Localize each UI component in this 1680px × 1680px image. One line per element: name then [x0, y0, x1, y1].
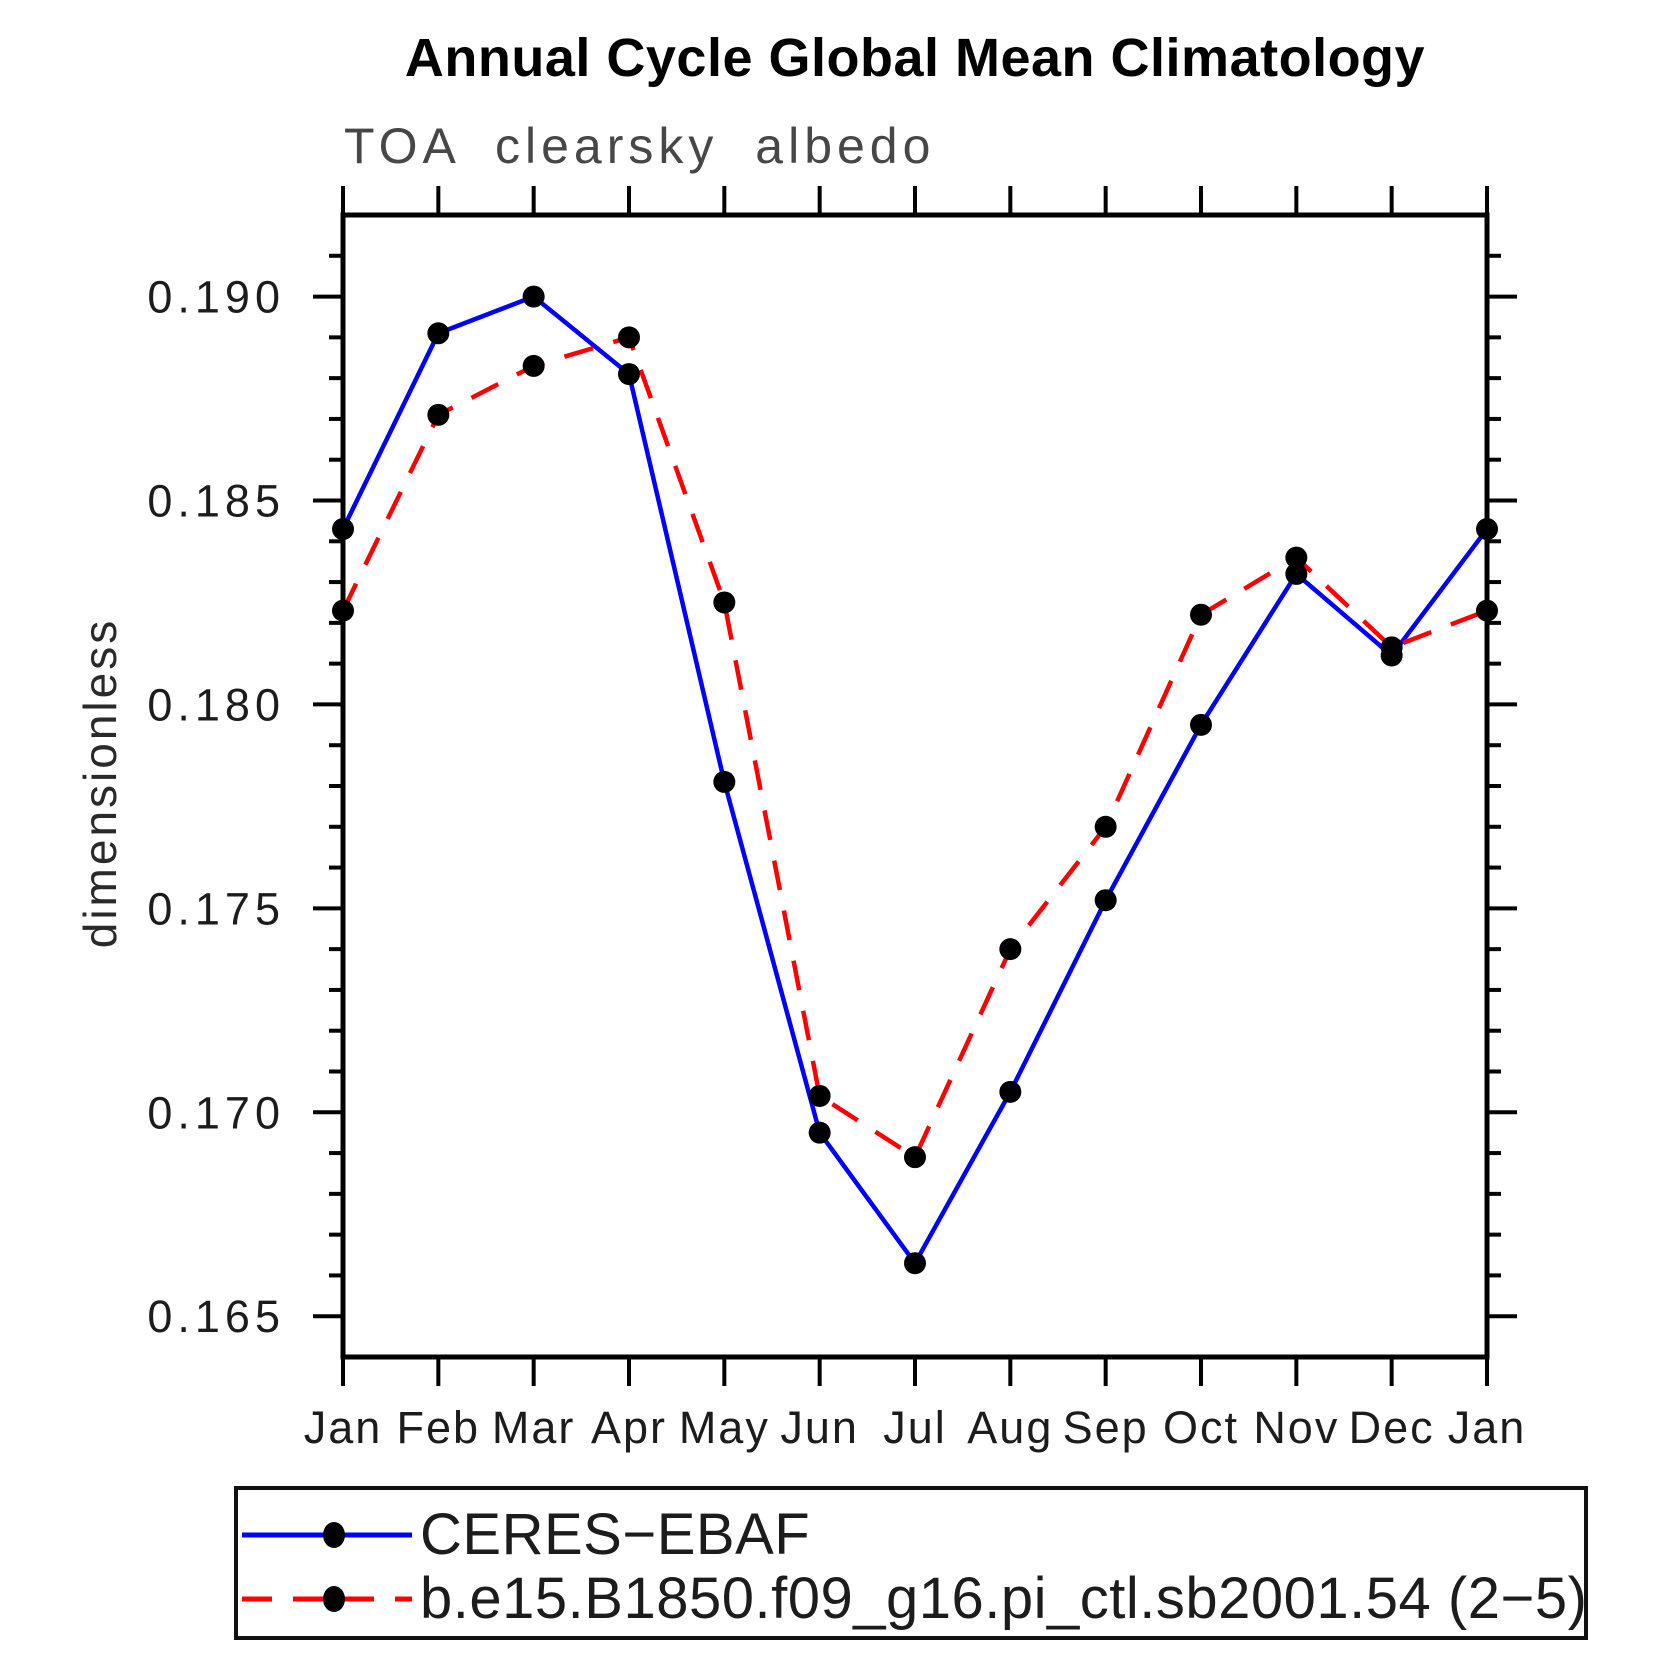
x-tick-label: Aug — [967, 1402, 1053, 1453]
y-axis-label: dimensionless — [74, 617, 126, 949]
legend-entry-model: b.e15.B1850.f09_g16.pi_ctl.sb2001.54 (2−… — [238, 1570, 1587, 1628]
data-point-marker-0 — [427, 322, 450, 345]
y-tick-label: 0.185 — [147, 476, 285, 527]
legend-entry-ceres-ebaf: CERES−EBAF — [238, 1506, 810, 1564]
y-tick-label: 0.180 — [147, 679, 285, 730]
data-point-marker-1 — [522, 354, 545, 377]
data-point-marker-0 — [904, 1252, 926, 1275]
data-point-marker-0 — [1476, 518, 1498, 541]
chart-title: Annual Cycle Global Mean Climatology — [404, 28, 1426, 88]
data-point-marker-0 — [332, 518, 354, 541]
x-tick-label: Mar — [492, 1402, 576, 1453]
x-tick-label: Feb — [397, 1402, 481, 1453]
data-point-marker-0 — [618, 363, 640, 386]
data-point-marker-0 — [999, 1080, 1022, 1103]
data-point-marker-0 — [1190, 713, 1212, 736]
data-point-marker-1 — [999, 938, 1022, 961]
y-tick-label: 0.175 — [147, 883, 285, 934]
y-tick-label: 0.190 — [147, 272, 285, 323]
x-tick-label: May — [679, 1402, 770, 1453]
data-point-marker-1 — [1380, 636, 1403, 659]
data-point-marker-1 — [1190, 603, 1212, 626]
x-tick-label: Jun — [780, 1402, 859, 1453]
x-tick-label: Jan — [1448, 1402, 1527, 1453]
axis-frame — [340, 212, 1490, 1360]
legend-label: b.e15.B1850.f09_g16.pi_ctl.sb2001.54 (2−… — [420, 1566, 1588, 1631]
series-line-0 — [340, 294, 1489, 1266]
chart-subtitle: TOA clearsky albedo — [344, 118, 936, 174]
x-tick-label: Jan — [304, 1402, 383, 1453]
x-tick-label: Oct — [1163, 1402, 1239, 1453]
data-point-marker-1 — [904, 1146, 926, 1169]
data-point-marker-1 — [618, 326, 640, 349]
data-point-marker-0 — [808, 1121, 831, 1144]
legend-sample-marker — [323, 1586, 345, 1612]
series-line-1 — [340, 335, 1488, 1160]
data-point-marker-0 — [713, 770, 736, 793]
data-point-marker-0 — [1094, 889, 1117, 912]
y-tick-label: 0.165 — [147, 1291, 285, 1342]
legend-box: CERES−EBAF b.e15.B1850.f09_g16.pi_ctl.sb… — [234, 1486, 1588, 1640]
data-point-marker-1 — [332, 599, 354, 622]
data-point-marker-1 — [427, 403, 450, 426]
x-tick-label: Dec — [1349, 1402, 1435, 1453]
data-point-marker-1 — [1094, 815, 1117, 838]
data-point-marker-1 — [808, 1084, 831, 1107]
legend-line-sample-dashed — [242, 1586, 412, 1612]
legend-sample-marker — [323, 1522, 345, 1548]
x-tick-label: Jul — [883, 1402, 947, 1453]
data-point-marker-1 — [1285, 546, 1308, 569]
legend-label: CERES−EBAF — [420, 1502, 811, 1567]
data-point-marker-1 — [713, 591, 736, 614]
legend-line-sample-solid — [242, 1522, 412, 1548]
data-point-marker-0 — [1285, 562, 1308, 585]
y-tick-label: 0.170 — [147, 1087, 285, 1138]
x-tick-label: Sep — [1063, 1402, 1149, 1453]
x-tick-label: Nov — [1253, 1402, 1339, 1453]
x-tick-label: Apr — [591, 1402, 667, 1453]
data-point-marker-0 — [522, 285, 545, 308]
data-point-marker-1 — [1476, 599, 1498, 622]
